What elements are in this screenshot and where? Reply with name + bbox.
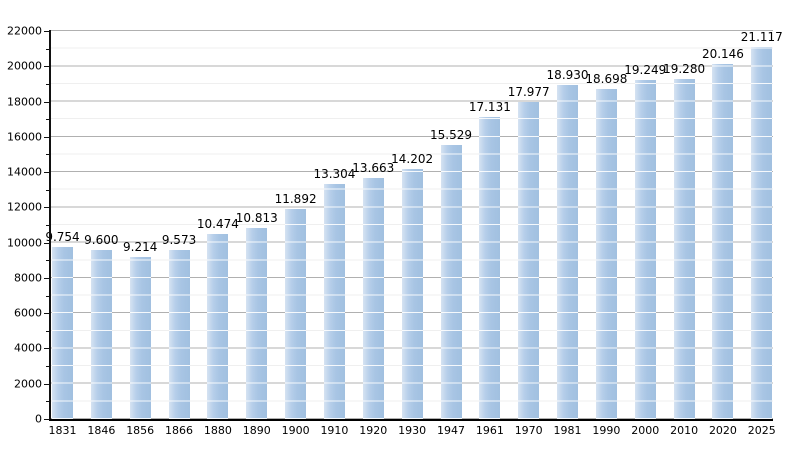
- y-minor-tick-mark: [46, 366, 50, 368]
- y-minor-tick-mark: [46, 401, 50, 403]
- y-major-tick-mark: [44, 242, 50, 244]
- bar-1910: [323, 184, 345, 419]
- y-minor-tick-mark: [46, 330, 50, 332]
- y-minor-tick-mark: [46, 83, 50, 85]
- y-major-tick-mark: [44, 419, 50, 420]
- y-tick-label: 14000: [7, 165, 42, 179]
- x-tick-label: 1910: [320, 424, 349, 437]
- y-major-tick-mark: [44, 101, 50, 103]
- y-major-tick-mark: [44, 383, 50, 385]
- y-tick-label: 2000: [14, 377, 42, 391]
- x-tick-label: 1846: [87, 424, 116, 437]
- bar-value-label: 19.280: [663, 61, 706, 76]
- bar-value-label: 17.977: [507, 84, 550, 99]
- x-tick-label: 1981: [553, 424, 582, 437]
- bar-value-label: 10.474: [196, 217, 239, 232]
- y-major-tick-mark: [44, 313, 50, 315]
- bar-value-label: 11.892: [274, 192, 317, 207]
- y-tick-label: 10000: [7, 236, 42, 250]
- x-tick-label: 1947: [437, 424, 465, 437]
- bar-value-label: 10.813: [235, 211, 278, 226]
- bar-2010: [673, 78, 695, 419]
- bar-value-label: 14.202: [391, 151, 434, 166]
- bar-1900: [285, 209, 307, 419]
- bar-1846: [90, 249, 112, 419]
- y-tick-label: 18000: [7, 95, 42, 109]
- x-tick-label: 1970: [514, 424, 543, 437]
- bar-1990: [595, 89, 617, 419]
- bar-1981: [557, 85, 579, 419]
- plot-area: 9.754 9.600 9.214 9.573 10.474 10.813 11.892 13…: [45, 30, 783, 419]
- y-major-tick-mark: [44, 172, 50, 174]
- bar-1880: [207, 234, 229, 419]
- y-major-tick-mark: [44, 348, 50, 350]
- x-tick-label: 1890: [242, 424, 271, 437]
- bar-1920: [362, 178, 384, 419]
- y-minor-tick-mark: [46, 119, 50, 121]
- x-tick-label: 1930: [398, 424, 427, 437]
- bar-value-label: 13.304: [313, 167, 356, 182]
- y-minor-tick-mark: [46, 295, 50, 297]
- bar-value-label: 21.117: [740, 29, 783, 44]
- bar-1930: [401, 168, 423, 419]
- x-tick-label: 1961: [475, 424, 504, 437]
- bar-value-label: 9.573: [161, 233, 197, 248]
- y-major-tick-mark: [44, 207, 50, 209]
- y-tick-label: 0: [35, 412, 42, 426]
- y-tick-label: 22000: [7, 24, 42, 38]
- x-tick-label: 1831: [48, 424, 77, 437]
- x-tick-label: 2020: [708, 424, 737, 437]
- y-tick-label: 6000: [14, 306, 42, 320]
- x-tick-label: 1920: [359, 424, 388, 437]
- y-tick-label: 20000: [7, 59, 42, 73]
- x-tick-label: 1990: [592, 424, 621, 437]
- bar-1947: [440, 145, 462, 419]
- x-tick-label: 1880: [203, 424, 232, 437]
- bar-value-label: 9.754: [45, 229, 80, 244]
- bar-value-label: 9.600: [84, 232, 119, 247]
- y-major-tick-mark: [44, 66, 50, 68]
- x-tick-label: 1866: [165, 424, 194, 437]
- x-axis-line: [49, 419, 773, 421]
- bar-1856: [129, 256, 151, 419]
- y-major-tick-mark: [44, 136, 50, 138]
- x-tick-label: 2010: [670, 424, 699, 437]
- bar-value-label: 19.249: [624, 62, 667, 77]
- x-tick-label: 2025: [747, 424, 776, 437]
- bar-1890: [246, 228, 268, 419]
- y-tick-label: 12000: [7, 200, 42, 214]
- y-tick-label: 16000: [7, 130, 42, 144]
- bar-1831: [52, 246, 73, 419]
- bar-1961: [479, 116, 501, 419]
- y-minor-tick-mark: [46, 260, 50, 262]
- y-minor-tick-mark: [46, 189, 50, 191]
- bar-value-label: 13.663: [352, 161, 395, 176]
- y-minor-tick-mark: [46, 154, 50, 156]
- bar-2000: [634, 79, 656, 419]
- bar-1866: [168, 250, 190, 419]
- y-major-tick-mark: [44, 277, 50, 279]
- bar-value-label: 18.698: [585, 72, 628, 87]
- bar-value-label: 18.930: [546, 68, 589, 83]
- bar-2025: [751, 46, 773, 419]
- bar-value-label: 9.214: [123, 239, 158, 254]
- bar-value-label: 17.131: [468, 99, 511, 114]
- y-tick-label: 8000: [14, 271, 42, 285]
- x-tick-label: 1856: [126, 424, 155, 437]
- x-tick-label: 1900: [281, 424, 310, 437]
- y-minor-tick-mark: [46, 48, 50, 50]
- y-minor-tick-mark: [46, 225, 50, 226]
- bar-2020: [712, 63, 734, 419]
- bar-value-label: 20.146: [701, 46, 744, 61]
- y-tick-label: 4000: [14, 341, 42, 355]
- bar-1970: [518, 101, 540, 419]
- y-major-tick-mark: [44, 31, 50, 32]
- bar-value-label: 15.529: [430, 128, 472, 143]
- x-tick-label: 2000: [631, 424, 660, 437]
